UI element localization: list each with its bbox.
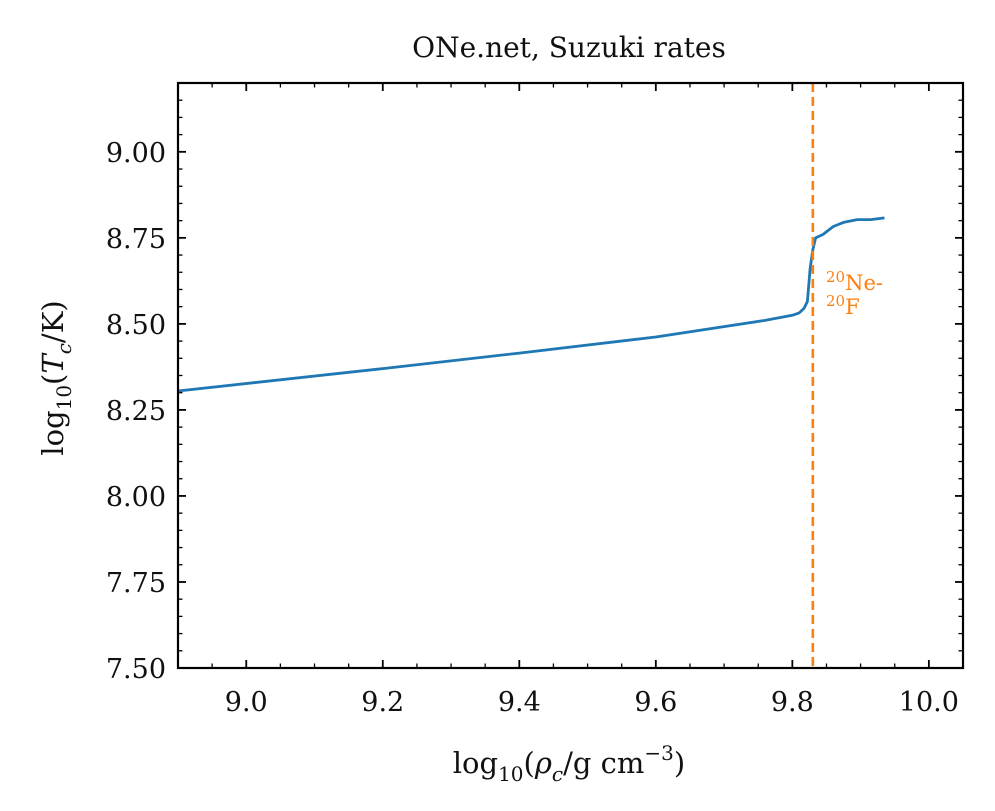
x-label-open: ( — [524, 746, 535, 780]
annotation-ne-f: 20Ne- 20F — [826, 268, 890, 319]
x-tick-label: 10.0 — [899, 687, 959, 718]
x-tick-label: 9.8 — [771, 687, 814, 718]
y-tick-label: 8.25 — [106, 396, 166, 427]
y-tick-label: 9.00 — [106, 138, 166, 169]
chart-title: ONe.net, Suzuki rates — [412, 31, 726, 64]
y-label-open: ( — [36, 374, 70, 385]
x-tick-label: 9.6 — [634, 687, 677, 718]
x-tick-labels: 9.0 9.2 9.4 9.6 9.8 10.0 — [225, 687, 959, 718]
x-axis-label: log10(ρc/g cm−3) — [453, 741, 685, 786]
x-label-rho-sub: c — [552, 762, 563, 786]
annotation-sup-20-ne: 20 — [826, 268, 845, 286]
y-label-close: ) — [36, 300, 70, 311]
y-tick-label: 8.50 — [106, 310, 166, 341]
x-label-log-sub: 10 — [498, 762, 523, 786]
y-label-t-sub: c — [52, 343, 76, 354]
ticks — [177, 82, 964, 669]
x-tick-label: 9.0 — [225, 687, 268, 718]
annotation-ne: Ne- — [845, 271, 883, 295]
plot-area — [177, 83, 885, 668]
y-tick-labels: 7.50 7.75 8.00 8.25 8.50 8.75 9.00 — [106, 138, 166, 685]
x-label-log: log — [453, 746, 498, 780]
y-label-log-sub: 10 — [52, 385, 76, 410]
annotation-sup-20-f: 20 — [826, 292, 845, 310]
x-tick-label: 9.2 — [361, 687, 404, 718]
y-tick-label: 7.75 — [106, 568, 166, 599]
y-axis-label: log10(Tc/K) — [36, 300, 76, 455]
x-tick-label: 9.4 — [498, 687, 541, 718]
y-label-log: log — [36, 410, 70, 455]
x-label-unit-sup: −3 — [644, 741, 673, 765]
x-label-close: ) — [674, 746, 685, 780]
axes-frame — [176, 81, 965, 670]
y-label-t: T — [36, 352, 70, 374]
x-label-unit: /g cm — [563, 746, 644, 780]
x-label-rho: ρ — [534, 746, 552, 780]
y-tick-label: 8.75 — [106, 224, 166, 255]
y-tick-label: 8.00 — [106, 482, 166, 513]
annotation-f: F — [845, 295, 860, 319]
y-label-unit: /K — [36, 310, 70, 343]
series-line — [177, 216, 885, 393]
y-tick-label: 7.50 — [106, 654, 166, 685]
